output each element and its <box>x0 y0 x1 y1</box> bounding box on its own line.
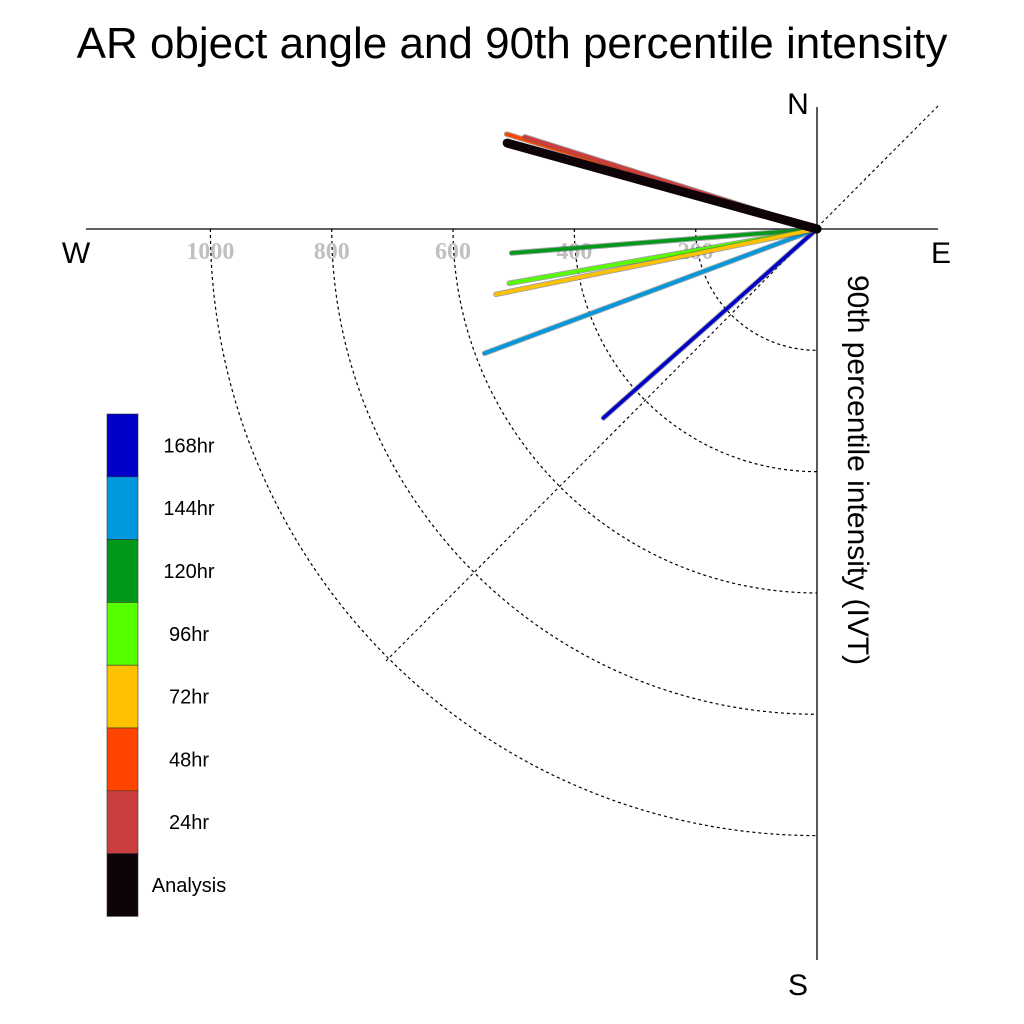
legend-label-96hr: 96hr <box>169 624 209 646</box>
tick-label-800: 800 <box>314 239 350 265</box>
legend-swatch-96hr <box>106 602 139 666</box>
grid-ring-800 <box>331 228 818 715</box>
series-line-144hr <box>482 227 819 356</box>
legend-label-144hr: 144hr <box>163 498 214 520</box>
diagonal-guide <box>385 105 939 662</box>
series-line-120hr <box>509 227 819 255</box>
west-label: W <box>62 237 91 270</box>
legend-label-24hr: 24hr <box>169 812 209 834</box>
grid-ring-400 <box>573 228 818 473</box>
north-label: N <box>787 88 809 121</box>
series-line-analysis <box>502 138 822 234</box>
tick-label-1000: 1000 <box>186 239 234 265</box>
legend-swatch-168hr <box>106 413 139 478</box>
origin-point <box>812 224 822 234</box>
south-label: S <box>788 969 808 1002</box>
radial-tick-labels: 2004006008001000 <box>186 239 713 265</box>
tick-label-600: 600 <box>435 239 471 265</box>
legend-swatch-48hr <box>106 727 139 792</box>
legend-label-120hr: 120hr <box>163 561 214 583</box>
series-lines <box>481 131 822 421</box>
legend-swatch-72hr <box>106 664 139 729</box>
legend: 168hr 144hr 120hr 96hr 72hr 48hr 24hr Analysis <box>106 413 226 917</box>
grid-ring-1000 <box>209 228 818 837</box>
chart-title: AR object angle and 90th percentile inte… <box>77 19 948 68</box>
legend-swatch-analysis <box>106 853 139 917</box>
legend-label-168hr: 168hr <box>163 435 214 457</box>
series-line-72hr <box>494 227 819 297</box>
tick-label-400: 400 <box>556 239 592 265</box>
legend-label-48hr: 48hr <box>169 749 209 771</box>
legend-swatch-120hr <box>106 539 139 603</box>
y-axis-label: 90th percentile intensity (IVT) <box>841 275 874 665</box>
series-line-168hr <box>601 227 819 420</box>
east-label: E <box>931 237 951 270</box>
legend-swatch-24hr <box>106 790 139 854</box>
grid-ring-600 <box>452 228 818 594</box>
legend-label-72hr: 72hr <box>169 687 209 709</box>
legend-label-analysis: Analysis <box>152 875 226 897</box>
legend-swatch-144hr <box>106 476 139 540</box>
